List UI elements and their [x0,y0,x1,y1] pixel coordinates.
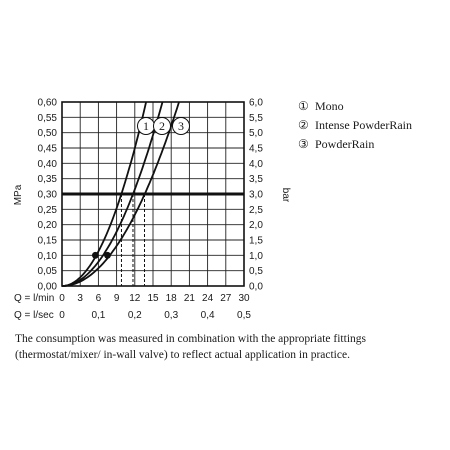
curve-marker-2 [153,117,171,135]
right-axis-title: bar [280,188,291,203]
right-tick-label: 3,5 [249,174,263,185]
x-tick-lsec: 0,5 [237,310,251,321]
curve-marker-label: 2 [159,119,165,133]
x-tick-lmin: 21 [184,293,196,304]
right-tick-label: 4,0 [249,159,263,170]
reference-lines [62,192,244,286]
plot-border [61,101,245,287]
left-tick-label: 0,40 [38,159,58,170]
x-tick-lmin: 0 [59,293,65,304]
right-tick-label: 5,0 [249,128,263,139]
right-tick-label: 1,0 [249,251,263,262]
curve-marker-label: 3 [178,119,184,133]
x-tick-lmin: 6 [96,293,102,304]
left-tick-label: 0,10 [38,251,58,262]
right-tick-label: 0,0 [249,282,263,293]
plot-frame [61,101,245,287]
measurement-note: The consumption was measured in combinat… [15,333,366,361]
right-tick-label: 5,5 [249,113,263,124]
x-axis-lsec-label: Q = l/sec [14,310,54,321]
x-tick-lmin: 9 [114,293,120,304]
left-tick-label: 0,15 [38,236,58,247]
curve-point-1 [91,251,99,259]
left-tick-label: 0,50 [38,128,58,139]
curve-marker-label: 1 [143,119,149,133]
legend-label: Mono [315,99,344,113]
curve-marker-3 [172,117,190,135]
x-tick-lmin: 15 [147,293,159,304]
left-tick-label: 0,05 [38,266,58,277]
x-tick-lmin: 30 [238,293,250,304]
x-tick-lmin: 12 [129,293,141,304]
curve-1 [61,101,147,287]
left-tick-label: 0,55 [38,113,58,124]
x-tick-lsec: 0,4 [201,310,215,321]
x-tick-lmin: 18 [166,293,178,304]
right-tick-label: 4,5 [249,144,263,155]
x-tick-lmin: 24 [202,293,214,304]
right-tick-label: 6,0 [249,98,263,109]
right-tick-label: 1,5 [249,236,263,247]
legend-label: PowderRain [315,137,374,151]
left-tick-label: 0,45 [38,144,58,155]
left-tick-label: 0,60 [38,98,58,109]
x-tick-lsec: 0,3 [164,310,178,321]
legend: ① Mono ② Intense PowderRain ③ PowderRain [298,99,412,151]
x-tick-lsec: 0 [59,310,65,321]
right-tick-label: 2,0 [249,220,263,231]
legend-symbol: ② [298,118,309,132]
x-tick-lmin: 3 [77,293,83,304]
legend-symbol: ③ [298,137,309,151]
curve-3 [61,101,180,287]
left-tick-label: 0,35 [38,174,58,185]
x-tick-lsec: 0,1 [91,310,105,321]
x-tick-lsec: 0,2 [128,310,142,321]
x-axis-lmin-label: Q = l/min [14,293,54,304]
x-tick-lmin: 27 [220,293,232,304]
left-tick-label: 0,20 [38,220,58,231]
right-tick-label: 2,5 [249,205,263,216]
left-axis-title: MPa [13,184,24,205]
left-tick-label: 0,25 [38,205,58,216]
left-tick-label: 0,30 [38,190,58,201]
left-tick-label: 0,00 [38,282,58,293]
legend-symbol: ① [298,99,309,113]
curve-2 [61,101,164,287]
axis-labels: 0,000,050,100,150,200,250,300,350,400,45… [13,98,291,322]
right-tick-label: 0,5 [249,266,263,277]
right-tick-label: 3,0 [249,190,263,201]
legend-label: Intense PowderRain [315,118,412,132]
